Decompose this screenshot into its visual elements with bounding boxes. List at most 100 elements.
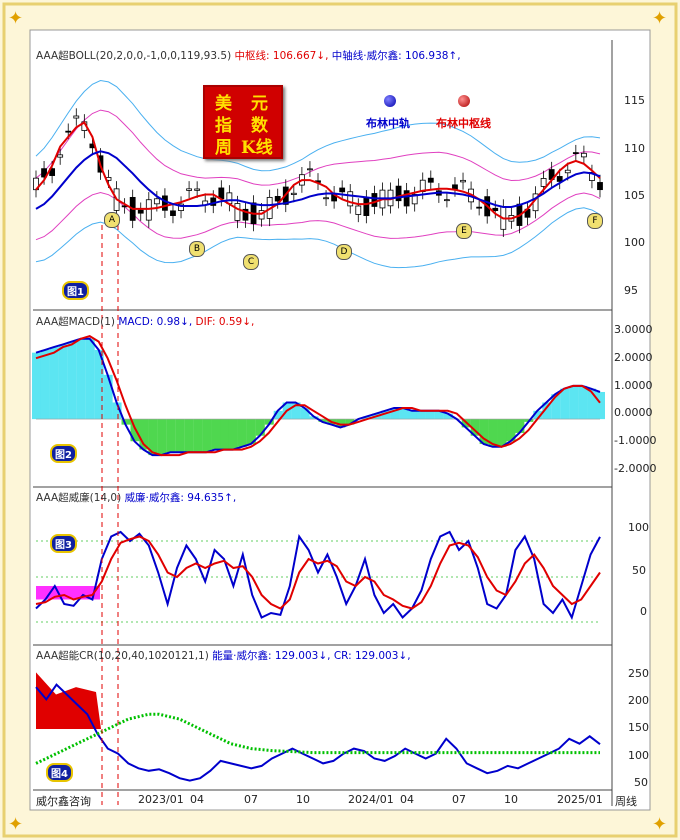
candle-body xyxy=(153,198,160,205)
boll-value-2: 中轴线·威尔鑫: 106.938↑, xyxy=(331,50,461,62)
macd-histogram-bar xyxy=(399,408,409,420)
macd-histogram-bar xyxy=(596,391,605,420)
footer-brand: 威尔鑫咨询 xyxy=(36,795,91,808)
xtick-2: 07 xyxy=(244,793,258,806)
macd-histogram-bar xyxy=(85,338,95,420)
macd-histogram-bar xyxy=(408,410,417,420)
badge-fig1: 图1 xyxy=(62,281,89,300)
cr-series-1 xyxy=(35,712,600,765)
svg-text:✦: ✦ xyxy=(652,8,667,29)
point-c: C xyxy=(243,254,259,270)
cr-series-0 xyxy=(35,683,601,782)
boll-series-1 xyxy=(35,150,601,210)
macd-histogram-bar xyxy=(336,419,346,428)
macd-title: AAA超MACD(1) MACD: 0.98↓, DIF: 0.59↓, xyxy=(36,316,255,328)
macd-histogram-bar xyxy=(193,419,203,453)
macd-histogram-bar xyxy=(488,419,498,447)
candle-body xyxy=(355,205,362,215)
ytick-macd-3: 0.0000 xyxy=(614,406,653,419)
boll-value-1: 中枢线: 106.667↓, xyxy=(234,50,329,62)
macd-histogram-bar xyxy=(49,347,59,420)
macd-histogram-bar xyxy=(175,419,185,453)
boll-band-1 xyxy=(35,109,601,186)
ytick-wr-1: 50 xyxy=(632,564,646,577)
macd-series-1 xyxy=(35,335,601,457)
macd-histogram-bar xyxy=(94,349,104,420)
macd-histogram-bar xyxy=(479,419,489,445)
boll-panel xyxy=(33,79,603,269)
boll-band-0 xyxy=(35,79,601,172)
ytick-cr-4: 50 xyxy=(634,776,648,789)
candle-body xyxy=(395,185,402,202)
candle-body xyxy=(572,152,579,154)
candle-body xyxy=(57,154,64,158)
macd-histogram-bar xyxy=(291,402,301,420)
macd-histogram-bar xyxy=(202,419,212,453)
point-f: F xyxy=(587,213,603,229)
macd-histogram-bar xyxy=(318,419,328,422)
candle-body xyxy=(274,195,281,202)
macd-histogram-bar xyxy=(103,374,113,420)
candle-body xyxy=(65,130,72,133)
ytick-boll-2: 105 xyxy=(624,189,645,202)
macd-histogram-bar xyxy=(425,410,435,420)
ytick-boll-4: 95 xyxy=(624,284,638,297)
ytick-macd-2: 1.0000 xyxy=(614,379,653,392)
legend-red-label: 布林中枢线 xyxy=(436,117,491,130)
candle-body xyxy=(162,195,168,211)
xtick-8: 2025/01 xyxy=(557,793,603,806)
macd-histogram-bar xyxy=(255,419,265,436)
macd-value-1: MACD: 0.98↓, xyxy=(118,316,193,328)
candle-body xyxy=(347,191,354,207)
xtick-1: 04 xyxy=(190,793,204,806)
macd-histogram-bar xyxy=(246,419,256,445)
macd-histogram-bar xyxy=(166,419,176,453)
macd-histogram-bar xyxy=(264,419,274,425)
candle-body xyxy=(556,176,563,182)
boll-band-3 xyxy=(35,207,601,269)
legend-blue-dot xyxy=(384,95,396,107)
macd-histogram-bar xyxy=(416,410,426,420)
macd-histogram-bar xyxy=(148,419,158,456)
macd-histogram-bar xyxy=(381,410,391,420)
candle-body xyxy=(137,209,144,214)
badge-fig4: 图4 xyxy=(46,763,73,782)
macd-histogram-bar xyxy=(211,419,221,450)
cr-value-2: CR: 129.003↓, xyxy=(333,650,411,662)
macd-histogram-bar xyxy=(443,413,453,420)
macd-value-2: DIF: 0.59↓, xyxy=(195,316,255,328)
macd-histogram-bar xyxy=(273,410,283,420)
macd-histogram-bar xyxy=(157,419,167,456)
candle-body xyxy=(540,178,547,187)
macd-histogram-bar xyxy=(470,419,480,436)
macd-histogram-bar xyxy=(40,349,50,420)
macd-histogram-bar xyxy=(542,402,552,420)
xtick-0: 2023/01 xyxy=(138,793,184,806)
wr-value-1: 威廉·威尔鑫: 94.635↑, xyxy=(124,492,237,504)
ytick-macd-4: -1.0000 xyxy=(614,434,657,447)
candle-body xyxy=(363,197,370,216)
legend-red-dot xyxy=(458,95,470,107)
xtick-4: 2024/01 xyxy=(348,793,394,806)
macd-histogram-bar xyxy=(237,419,247,447)
wr-panel xyxy=(35,530,601,623)
point-b: B xyxy=(189,241,205,257)
macd-histogram-bar xyxy=(67,341,77,420)
candle-body xyxy=(476,206,483,209)
macd-histogram-bar xyxy=(533,410,543,420)
boll-title: AAA超BOLL(20,2,0,0,-1,0,0,119,93.5) 中枢线: … xyxy=(36,50,461,62)
macd-histogram-bar xyxy=(390,408,400,420)
point-d: D xyxy=(336,244,352,260)
boll-series-0 xyxy=(35,121,601,220)
xtick-7: 10 xyxy=(504,793,518,806)
badge-fig3: 图3 xyxy=(50,534,77,553)
candle-body xyxy=(218,187,225,200)
footer-period: 周线 xyxy=(615,795,637,808)
candle-body xyxy=(41,168,47,178)
ytick-boll-0: 115 xyxy=(624,94,645,107)
candle-body xyxy=(170,210,176,216)
candle-body xyxy=(452,184,458,190)
candle-body xyxy=(258,210,265,220)
ytick-cr-1: 200 xyxy=(628,694,649,707)
